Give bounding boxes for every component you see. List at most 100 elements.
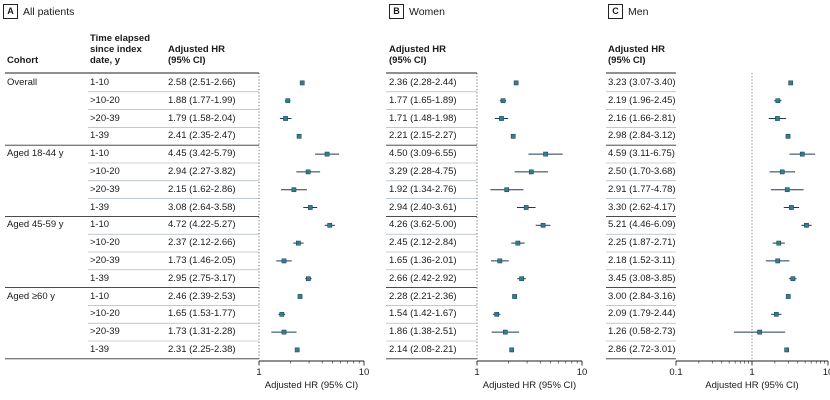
hr-value-label: 2.37 (2.12-2.66) xyxy=(168,237,236,249)
hr-marker xyxy=(804,222,809,228)
hr-marker xyxy=(307,205,313,210)
cohort-label: Aged 45-59 y xyxy=(7,219,64,231)
hr-marker xyxy=(509,347,515,353)
x-tick-label: 1 xyxy=(256,367,261,378)
hr-value-label: 1.73 (1.46-2.05) xyxy=(168,254,236,266)
hr-marker xyxy=(283,116,288,121)
time-elapsed-label: 1-39 xyxy=(90,272,110,284)
hr-value-label: 2.86 (2.72-3.01) xyxy=(608,343,676,355)
hr-marker xyxy=(324,151,330,157)
hr-value-label: 2.21 (2.15-2.27) xyxy=(389,130,457,142)
hr-marker xyxy=(305,169,311,175)
time-elapsed-label: >20-39 xyxy=(90,254,120,266)
hr-marker xyxy=(512,294,517,299)
hr-marker xyxy=(500,98,506,104)
hr-marker xyxy=(515,240,521,246)
cohort-header: Cohort xyxy=(7,55,39,66)
hr-marker xyxy=(281,329,287,335)
x-axis-title: Adjusted HR (95% CI) xyxy=(705,380,798,391)
hr-value-label: 1.79 (1.58-2.04) xyxy=(168,112,236,124)
hr-marker xyxy=(494,311,500,317)
hr-value-label: 3.08 (2.64-3.58) xyxy=(168,201,236,213)
hr-marker xyxy=(799,151,805,157)
hr-value-label: 2.98 (2.84-3.12) xyxy=(608,130,676,142)
hr-value-label: 3.00 (2.84-3.16) xyxy=(608,290,676,302)
hr-value-label: 3.30 (2.62-4.17) xyxy=(608,201,676,213)
hr-value-label: 2.94 (2.40-3.61) xyxy=(389,201,457,213)
hr-marker xyxy=(504,187,510,193)
hr-value-label: 1.92 (1.34-2.76) xyxy=(389,183,457,195)
hr-marker xyxy=(510,133,516,139)
hr-value-label: 2.25 (1.87-2.71) xyxy=(608,237,676,249)
time-elapsed-label: 1-39 xyxy=(90,130,110,142)
hr-marker xyxy=(295,240,301,246)
panel-c-title: Men xyxy=(628,6,649,18)
hr-marker xyxy=(519,276,524,282)
hr-marker xyxy=(775,98,781,104)
time-elapsed-label: >10-20 xyxy=(90,94,120,106)
hr-marker xyxy=(790,276,796,282)
hr-marker xyxy=(327,222,333,228)
hr-value-label: 1.71 (1.48-1.98) xyxy=(389,112,457,124)
cohort-label: Aged ≥60 y xyxy=(7,290,55,302)
hr-value-label: 2.91 (1.77-4.78) xyxy=(608,183,676,195)
panel-a-title: All patients xyxy=(23,6,75,18)
hr-value-label: 2.19 (1.96-2.45) xyxy=(608,94,676,106)
hr-marker xyxy=(299,80,305,86)
hr-marker xyxy=(785,294,791,299)
hr-value-label: 2.94 (2.27-3.82) xyxy=(168,165,236,177)
hr-value-label: 2.16 (1.66-2.81) xyxy=(608,112,676,124)
hr-value-label: 1.65 (1.53-1.77) xyxy=(168,308,236,320)
hr-marker xyxy=(784,347,790,353)
panel-b-badge: B xyxy=(389,4,404,19)
hr-value-label: 2.31 (2.25-2.38) xyxy=(168,343,236,355)
hr-marker xyxy=(523,205,529,210)
hr-value-label: 2.09 (1.79-2.44) xyxy=(608,308,676,320)
hr-marker xyxy=(297,294,303,299)
hr-value-label: 2.45 (2.12-2.84) xyxy=(389,237,457,249)
hr-marker xyxy=(513,80,519,86)
hr-marker xyxy=(776,240,782,246)
x-tick-label: 1 xyxy=(749,367,754,378)
hr-value-label: 4.59 (3.11-6.75) xyxy=(608,148,675,160)
hr-value-label: 4.72 (4.22-5.27) xyxy=(168,219,236,231)
hr-marker xyxy=(773,311,779,317)
hr-header-a: Adjusted HR (95% CI) xyxy=(168,44,225,66)
time-elapsed-label: >10-20 xyxy=(90,308,120,320)
hr-marker xyxy=(305,276,311,282)
x-axis-title: Adjusted HR (95% CI) xyxy=(483,380,576,391)
hr-value-label: 2.28 (2.21-2.36) xyxy=(389,290,457,302)
panel-c-heading: C Men xyxy=(608,4,648,20)
hr-marker xyxy=(281,258,287,264)
panel-b-heading: B Women xyxy=(389,4,445,20)
hr-value-label: 2.41 (2.35-2.47) xyxy=(168,130,236,142)
hr-marker xyxy=(502,329,508,335)
hr-value-label: 1.54 (1.42-1.67) xyxy=(389,308,457,320)
x-tick-label: 10 xyxy=(359,367,370,378)
hr-value-label: 2.15 (1.62-2.86) xyxy=(168,183,236,195)
time-elapsed-header: Time elapsed since index date, y xyxy=(90,33,151,66)
time-elapsed-label: >20-39 xyxy=(90,183,120,195)
hr-marker xyxy=(757,329,762,335)
hr-marker xyxy=(499,116,504,121)
hr-marker xyxy=(543,151,548,157)
hr-marker xyxy=(788,80,794,86)
hr-value-label: 2.46 (2.39-2.53) xyxy=(168,290,236,302)
hr-value-label: 1.86 (1.38-2.51) xyxy=(389,326,457,338)
hr-value-label: 2.66 (2.42-2.92) xyxy=(389,272,457,284)
hr-header-b: Adjusted HR (95% CI) xyxy=(389,44,446,66)
time-elapsed-label: 1-10 xyxy=(90,148,110,160)
x-tick-label: 10 xyxy=(577,367,588,378)
hr-value-label: 4.26 (3.62-5.00) xyxy=(389,219,457,231)
time-elapsed-label: 1-39 xyxy=(90,343,110,355)
hr-marker xyxy=(775,258,781,264)
time-elapsed-label: 1-10 xyxy=(90,290,110,302)
hr-value-label: 2.95 (2.75-3.17) xyxy=(168,272,236,284)
hr-value-label: 4.50 (3.09-6.55) xyxy=(389,148,457,160)
hr-value-label: 2.50 (1.70-3.68) xyxy=(608,165,676,177)
panel-a-heading: A All patients xyxy=(3,4,74,20)
hr-marker xyxy=(785,133,791,139)
hr-value-label: 1.88 (1.77-1.99) xyxy=(168,94,236,106)
hr-marker xyxy=(296,133,302,139)
